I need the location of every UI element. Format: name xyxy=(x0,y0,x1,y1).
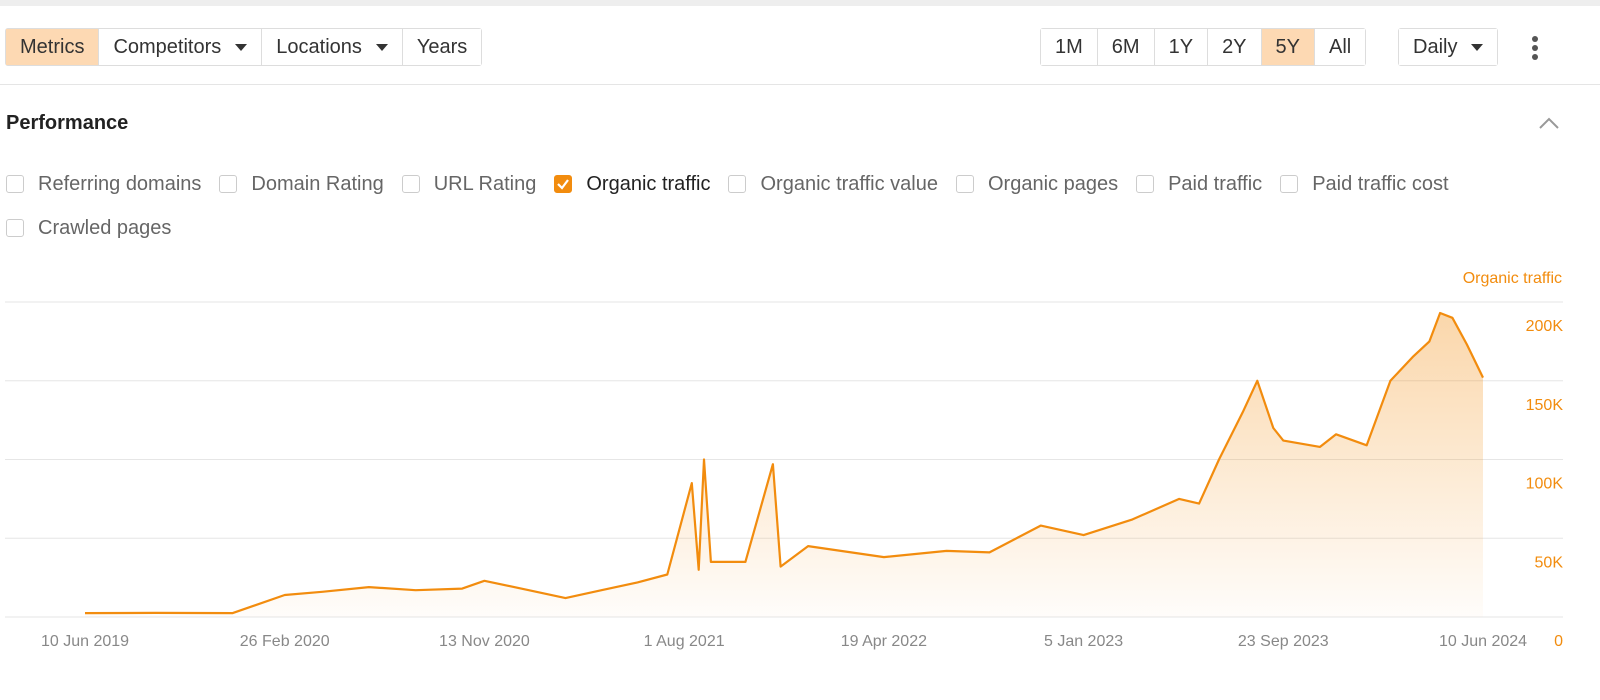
metric-label: Referring domains xyxy=(38,172,202,195)
divider xyxy=(0,84,1600,85)
interval-button[interactable]: Daily xyxy=(1399,29,1498,65)
checkbox xyxy=(6,219,24,237)
filter-group: Metrics Competitors Locations Years xyxy=(5,28,483,66)
toolbar-button[interactable]: 5Y xyxy=(1260,29,1314,65)
metric-label: Domain Rating xyxy=(251,172,384,195)
caret xyxy=(235,43,248,51)
button-label: Locations xyxy=(276,35,362,58)
metric-checkbox[interactable]: Crawled pages xyxy=(6,214,171,242)
metric-label: Organic pages xyxy=(987,172,1119,195)
toolbar-button[interactable]: 1Y xyxy=(1153,29,1208,65)
checkbox xyxy=(955,175,974,193)
checkbox xyxy=(219,175,238,193)
checkbox xyxy=(554,175,573,193)
x-tick-label: 19 Apr 2022 xyxy=(841,633,927,650)
caret xyxy=(1471,43,1484,51)
metric-checkbox[interactable]: Paid traffic xyxy=(1136,170,1262,198)
x-tick-label: 5 Jan 2023 xyxy=(1044,633,1123,650)
checkbox xyxy=(401,175,420,193)
toolbar-button[interactable]: Years xyxy=(401,29,482,65)
metric-label: Organic traffic value xyxy=(760,172,938,195)
caret xyxy=(375,43,388,51)
line xyxy=(84,311,1484,615)
button-label: Metrics xyxy=(20,35,85,58)
x-tick-label: 13 Nov 2020 xyxy=(439,633,530,650)
button-label: All xyxy=(1329,35,1352,58)
metric-checkbox[interactable]: Paid traffic cost xyxy=(1280,170,1449,198)
checkbox xyxy=(6,175,24,193)
button-label: 1M xyxy=(1055,35,1083,58)
section-title: Performance xyxy=(6,112,129,134)
y-tick-label: 0 xyxy=(1554,633,1563,650)
button-label: Years xyxy=(416,35,468,58)
metric-checkbox[interactable]: Domain Rating xyxy=(219,170,384,198)
y-tick-label: 50K xyxy=(1535,554,1564,571)
metric-label: URL Rating xyxy=(433,172,537,195)
y-tick-label: 200K xyxy=(1526,318,1564,335)
metric-checkbox[interactable]: URL Rating xyxy=(401,170,537,198)
checkbox xyxy=(728,175,747,193)
metric-label: Organic traffic xyxy=(586,172,711,195)
toolbar-button[interactable]: All xyxy=(1314,29,1366,65)
metric-list: Referring domains Domain Rating URL Rating… xyxy=(6,170,1576,242)
toolbar-button[interactable]: Competitors xyxy=(98,29,262,65)
metric-checkbox[interactable]: Organic traffic xyxy=(554,170,710,198)
metric-checkbox[interactable]: Organic pages xyxy=(955,170,1119,198)
more-menu[interactable] xyxy=(1532,36,1538,60)
y-tick-label: 150K xyxy=(1526,397,1564,414)
checkbox xyxy=(1280,175,1299,193)
toolbar-button[interactable]: 6M xyxy=(1096,29,1154,65)
metric-checkbox[interactable]: Organic traffic value xyxy=(728,170,938,198)
button-label: 6M xyxy=(1111,35,1140,58)
interval-group: Daily xyxy=(1398,28,1499,66)
range-group: 1M 6M 1Y 2Y 5Y All xyxy=(1040,28,1367,66)
top-edge xyxy=(0,0,1600,6)
button-label: 2Y xyxy=(1222,35,1247,58)
interval-label: Daily xyxy=(1413,35,1458,58)
checkbox xyxy=(1136,175,1155,193)
toolbar-button[interactable]: 1M xyxy=(1041,29,1097,65)
toolbar-button[interactable]: Metrics xyxy=(6,29,99,65)
series-label: Organic traffic xyxy=(1463,270,1562,287)
metric-label: Paid traffic xyxy=(1168,172,1263,195)
toolbar-button[interactable]: Locations xyxy=(261,29,402,65)
toolbar-button[interactable]: 2Y xyxy=(1207,29,1261,65)
button-label: 5Y xyxy=(1275,35,1300,58)
x-tick-label: 23 Sep 2023 xyxy=(1238,633,1329,650)
area xyxy=(85,313,1483,617)
y-tick-label: 100K xyxy=(1526,476,1564,493)
x-tick-label: 1 Aug 2021 xyxy=(644,633,725,650)
metric-label: Crawled pages xyxy=(38,216,172,239)
metric-checkbox[interactable]: Referring domains xyxy=(6,170,201,198)
metric-label: Paid traffic cost xyxy=(1312,172,1449,195)
collapse-icon[interactable] xyxy=(1538,116,1560,130)
x-tick-label: 10 Jun 2019 xyxy=(41,633,129,650)
button-label: 1Y xyxy=(1168,35,1194,58)
button-label: Competitors xyxy=(113,35,222,58)
x-tick-label: 26 Feb 2020 xyxy=(240,633,330,650)
x-tick-label: 10 Jun 2024 xyxy=(1439,633,1527,650)
